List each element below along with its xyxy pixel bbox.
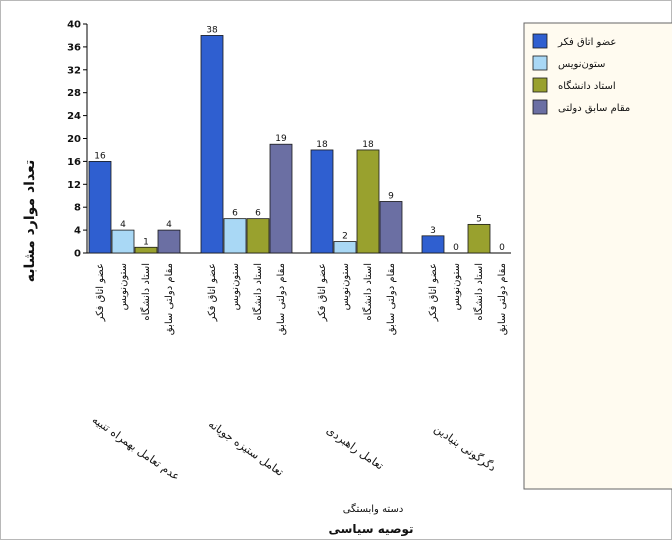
bar-value-label: 2: [342, 232, 348, 242]
bar-category-label: استاد دانشگاه: [140, 263, 152, 321]
group-label: تعامل ستیزه جویانه: [206, 417, 286, 478]
bar: [269, 143, 293, 254]
bar: [200, 35, 224, 254]
bar-category-label: ستون‌نویس: [451, 263, 462, 310]
y-tick-label: 16: [67, 157, 81, 168]
bar-value-label: 4: [166, 220, 172, 230]
bar: [310, 149, 334, 254]
legend-swatch: [532, 55, 548, 71]
legend-swatch: [532, 33, 548, 49]
bar-value-label: 16: [94, 151, 106, 161]
bar-category-label: عضو اتاق فکر: [428, 263, 439, 322]
bar-value-label: 5: [476, 214, 482, 224]
y-tick-label: 32: [67, 65, 81, 76]
y-axis-title: تعداد موارد مشابه: [22, 160, 38, 282]
group-label: تعامل راهبردی: [324, 424, 386, 473]
bar-value-label: 38: [206, 25, 218, 35]
bar: [246, 218, 270, 254]
bar-value-label: 9: [388, 191, 394, 201]
bar-category-label: ستون‌نویس: [230, 263, 241, 310]
y-tick-label: 40: [67, 20, 81, 31]
bar-category-label: استاد دانشگاه: [362, 263, 374, 321]
axes: [86, 24, 511, 254]
group-label: عدم تعامل بهمراه تنبیه: [90, 413, 183, 483]
group-labels: عدم تعامل بهمراه تنبیه تعامل ستیزه جویانه…: [90, 413, 499, 483]
bar-value-label: 0: [499, 243, 505, 253]
bar: [379, 201, 403, 254]
bar-category-label: عضو اتاق فکر: [317, 263, 328, 322]
bar-category-label: مقام دولتی سابق: [497, 263, 508, 335]
bar-value-label: 3: [430, 226, 436, 236]
bar: [223, 218, 247, 254]
legend-box: [523, 22, 672, 490]
bar-category-label: استاد دانشگاه: [252, 263, 264, 321]
bar-category-label: ستون‌نویس: [118, 263, 129, 310]
bar-category-label: ستون‌نویس: [340, 263, 351, 310]
bar: [333, 241, 357, 254]
bar: [356, 149, 380, 254]
bar: [88, 160, 112, 254]
y-axis-ticks: 0 4 8 12 16 20 24 28 32 36 40: [67, 20, 87, 260]
group-label: دگرگونی بنیادین: [432, 422, 499, 474]
y-tick-label: 0: [74, 249, 81, 260]
legend-swatch: [532, 99, 548, 115]
legend-entry: ستون‌نویس: [558, 59, 605, 70]
legend-swatch: [532, 77, 548, 93]
x-axis-subtitle: دسته وابستگی: [343, 503, 404, 515]
y-tick-label: 24: [67, 111, 81, 122]
bar-value-label: 1: [143, 237, 149, 247]
category-labels: عضو اتاق فکر ستون‌نویس استاد دانشگاه مقام د…: [95, 263, 508, 335]
x-axis-title: توصیه سیاسی: [328, 522, 413, 537]
legend-entry: استاد دانشگاه: [558, 80, 616, 92]
y-tick-label: 36: [67, 42, 81, 53]
legend: عضو اتاق فکر ستون‌نویس استاد دانشگاه مقام س…: [523, 22, 672, 490]
bar-category-label: عضو اتاق فکر: [95, 263, 106, 322]
bar-category-label: استاد دانشگاه: [473, 263, 485, 321]
bar-value-label: 6: [232, 209, 238, 219]
bar-category-label: مقام دولتی سابق: [164, 263, 175, 335]
y-tick-label: 20: [67, 134, 81, 145]
y-tick-label: 4: [74, 226, 81, 237]
bar: [111, 229, 135, 254]
bars: [88, 35, 491, 254]
bar-category-label: مقام دولتی سابق: [276, 263, 287, 335]
bar-value-labels: 16 4 1 4 38 6 6 19 18 2 18 9 3 0 5 0: [94, 25, 505, 253]
bar-category-label: مقام دولتی سابق: [386, 263, 397, 335]
bar-value-label: 0: [453, 243, 459, 253]
legend-entry: مقام سابق دولتی: [558, 103, 630, 114]
bar-category-label: عضو اتاق فکر: [207, 263, 218, 322]
legend-entry: عضو اتاق فکر: [557, 37, 616, 48]
bar: [467, 223, 491, 254]
y-tick-label: 28: [67, 88, 81, 99]
bar-value-label: 18: [362, 140, 374, 150]
bar-value-label: 18: [316, 140, 328, 150]
bar: [421, 235, 445, 254]
y-tick-label: 12: [67, 180, 81, 191]
bar-value-label: 6: [255, 209, 261, 219]
bar-value-label: 4: [120, 220, 126, 230]
bar: [157, 229, 181, 254]
bar-value-label: 19: [275, 134, 287, 144]
bar: [134, 246, 158, 254]
y-tick-label: 8: [74, 203, 81, 214]
